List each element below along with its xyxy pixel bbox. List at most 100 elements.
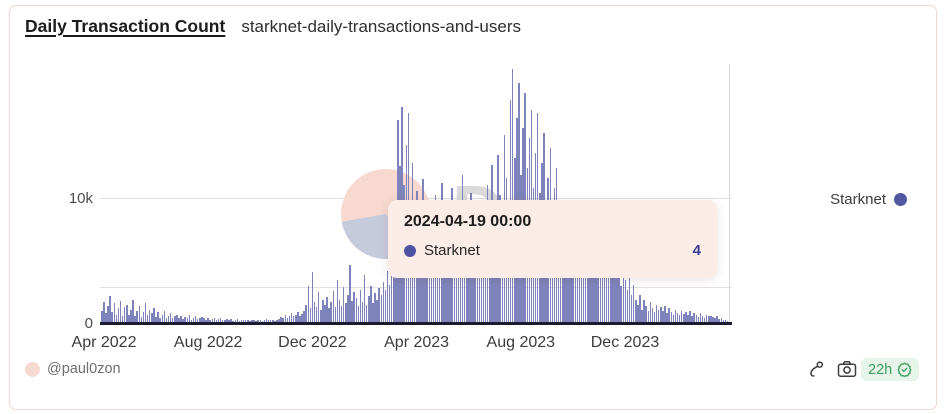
- bar: [153, 308, 155, 322]
- verified-check-icon: [897, 362, 912, 377]
- bar: [190, 319, 193, 322]
- bar: [315, 307, 318, 322]
- bar: [157, 312, 159, 322]
- bar: [309, 308, 312, 322]
- bar: [115, 314, 118, 322]
- bar: [178, 317, 180, 322]
- bar: [708, 316, 710, 322]
- bar: [192, 317, 195, 322]
- chart-title-link[interactable]: Daily Transaction Count: [25, 16, 226, 36]
- bar: [626, 289, 629, 322]
- bar: [169, 313, 172, 322]
- bar: [647, 310, 650, 322]
- bar: [117, 308, 120, 322]
- bar: [140, 317, 143, 322]
- bar: [305, 304, 307, 322]
- bar: [359, 289, 362, 322]
- bar: [311, 272, 314, 322]
- bar: [211, 318, 214, 322]
- x-tick-label: Dec 2022: [278, 334, 347, 351]
- freshness-badge[interactable]: 22h: [861, 358, 920, 381]
- camera-icon[interactable]: [837, 360, 857, 378]
- bar: [386, 270, 389, 322]
- tooltip-series-label: Starknet: [424, 242, 480, 259]
- bar: [664, 305, 666, 322]
- bar: [123, 307, 126, 322]
- freshness-label: 22h: [868, 361, 893, 378]
- bar: [355, 298, 357, 322]
- x-tick-label: Aug 2023: [486, 334, 556, 351]
- bars-layer[interactable]: [101, 64, 731, 322]
- bar: [238, 320, 241, 322]
- bar: [165, 317, 168, 322]
- bar: [299, 315, 301, 322]
- bar: [584, 237, 587, 322]
- bar: [201, 317, 203, 322]
- author-link[interactable]: @paul0zon: [25, 361, 121, 377]
- bar: [105, 313, 107, 322]
- author-name: @paul0zon: [47, 361, 121, 377]
- bar: [641, 309, 643, 322]
- x-tick-label: Apr 2022: [71, 334, 137, 351]
- bar: [161, 314, 163, 322]
- bar: [269, 320, 272, 322]
- bar: [213, 318, 216, 322]
- bar: [274, 320, 276, 322]
- bar: [672, 314, 675, 322]
- bar: [726, 320, 729, 322]
- bar: [267, 320, 270, 322]
- bar: [685, 312, 687, 322]
- bar: [219, 317, 222, 322]
- bar: [511, 69, 514, 322]
- bar: [614, 237, 616, 322]
- bar: [643, 299, 645, 322]
- bar: [666, 313, 668, 322]
- bar: [257, 319, 259, 322]
- bar: [676, 312, 679, 322]
- bar: [655, 304, 658, 322]
- bar: [171, 318, 174, 322]
- bar: [280, 317, 282, 322]
- bar: [342, 287, 345, 322]
- bar: [263, 319, 266, 322]
- legend-item-starknet[interactable]: Starknet: [760, 191, 907, 208]
- bar: [307, 285, 310, 322]
- bar: [712, 317, 714, 322]
- bar: [232, 320, 234, 322]
- bar: [610, 252, 612, 322]
- bar: [253, 319, 255, 322]
- bar: [668, 308, 670, 322]
- bar: [176, 314, 178, 322]
- bar: [701, 315, 704, 322]
- bar: [639, 294, 641, 322]
- bar: [303, 310, 305, 322]
- bar: [338, 299, 341, 322]
- bar: [630, 294, 633, 322]
- bar: [697, 317, 700, 322]
- bar: [382, 282, 385, 322]
- bar: [217, 319, 220, 322]
- bar: [144, 303, 147, 322]
- bar: [317, 292, 320, 322]
- legend-label: Starknet: [830, 191, 886, 208]
- bar: [332, 290, 335, 322]
- bar: [674, 309, 677, 322]
- bar: [601, 239, 604, 322]
- bar: [637, 304, 639, 322]
- bar: [142, 312, 145, 322]
- header: Daily Transaction Count starknet-daily-t…: [25, 16, 521, 37]
- bar: [372, 303, 374, 322]
- query-name: starknet-daily-transactions-and-users: [241, 17, 521, 36]
- bar: [226, 318, 228, 322]
- bar: [591, 257, 593, 322]
- bar: [163, 310, 166, 322]
- fork-icon[interactable]: [807, 360, 825, 378]
- bar: [224, 319, 226, 322]
- bar: [313, 302, 316, 322]
- bar: [428, 244, 431, 322]
- x-tick-label: Apr 2023: [384, 334, 450, 351]
- bar: [180, 315, 182, 322]
- bar: [249, 320, 251, 322]
- bar: [184, 317, 186, 322]
- tooltip-date: 2024-04-19 00:00: [404, 213, 532, 230]
